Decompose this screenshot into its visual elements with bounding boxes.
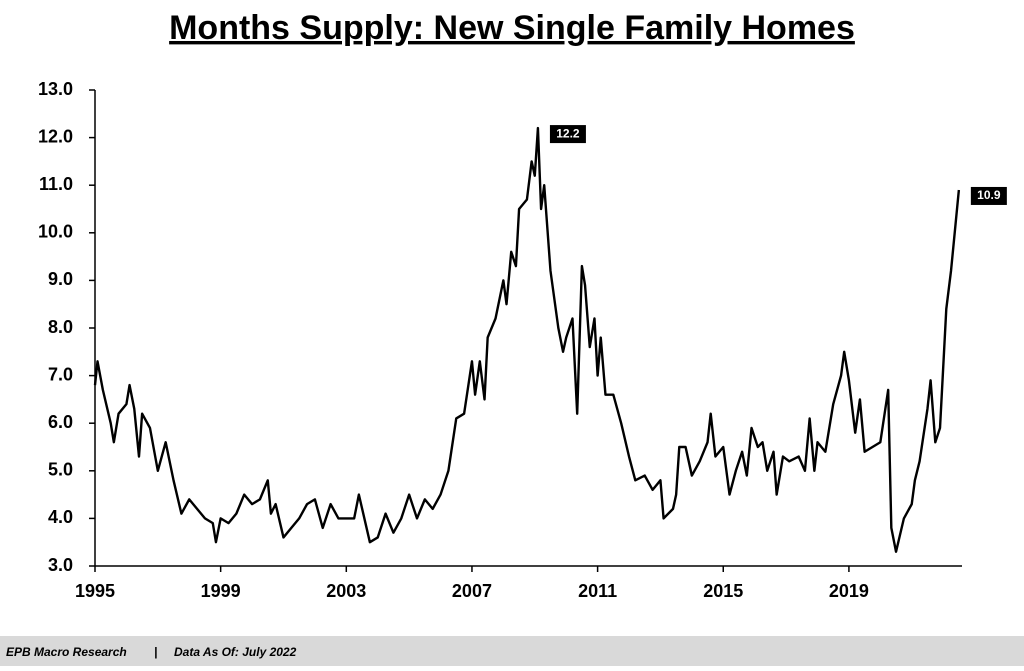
x-tick-label: 1999 (201, 581, 241, 601)
x-tick-label: 2007 (452, 581, 492, 601)
x-tick-label: 2015 (703, 581, 743, 601)
chart-title: Months Supply: New Single Family Homes (169, 9, 855, 47)
x-tick-label: 2003 (326, 581, 366, 601)
y-tick-label: 6.0 (48, 412, 73, 432)
footer-bar (0, 636, 1024, 666)
annotation-box (549, 125, 586, 144)
annotation-box (970, 186, 1007, 205)
y-tick-label: 8.0 (48, 317, 73, 337)
annotation-label: 10.9 (977, 188, 1001, 202)
y-tick-label: 10.0 (38, 222, 73, 242)
y-tick-label: 4.0 (48, 507, 73, 527)
y-tick-label: 12.0 (38, 126, 73, 146)
x-tick-label: 2011 (578, 581, 617, 601)
y-tick-label: 7.0 (48, 364, 73, 384)
footer-date: Data As Of: July 2022 (174, 645, 297, 659)
annotation-label: 12.2 (556, 126, 580, 140)
y-tick-label: 9.0 (48, 269, 73, 289)
y-tick-label: 13.0 (38, 79, 73, 99)
y-tick-label: 3.0 (48, 555, 73, 575)
footer-source: EPB Macro Research (6, 645, 127, 659)
y-tick-label: 11.0 (39, 174, 73, 194)
x-tick-label: 2019 (829, 581, 869, 601)
footer-separator: | (154, 645, 157, 659)
series-line (93, 126, 961, 553)
x-tick-label: 1995 (75, 581, 115, 601)
y-tick-label: 5.0 (48, 460, 73, 480)
